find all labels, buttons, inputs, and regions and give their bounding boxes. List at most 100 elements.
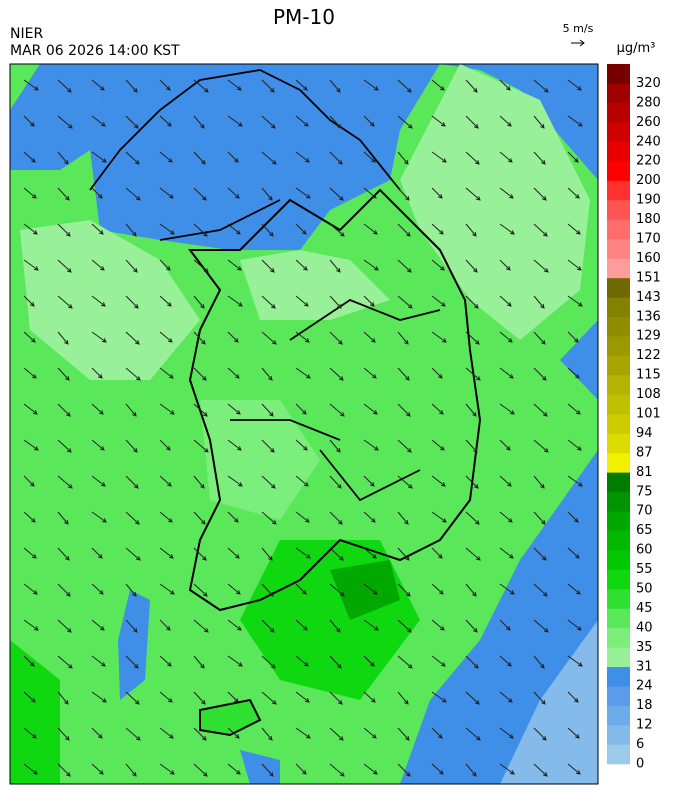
wind-arrow	[465, 619, 478, 633]
wind-arrow	[193, 187, 207, 201]
wind-arrow	[533, 259, 549, 273]
wind-arrow	[363, 79, 379, 91]
wind-arrow	[397, 691, 409, 705]
map-frame	[9, 63, 599, 785]
wind-arrow	[295, 79, 308, 91]
wind-arrow	[261, 295, 276, 309]
wind-arrow	[193, 763, 208, 777]
wind-arrow	[193, 655, 205, 669]
wind-arrow	[159, 475, 172, 487]
wind-arrow	[261, 79, 275, 93]
wind-arrow	[227, 547, 240, 559]
wind-arrow	[567, 331, 579, 343]
wind-arrow	[499, 151, 513, 163]
wind-arrow	[499, 79, 511, 91]
wind-arrow	[397, 763, 411, 777]
colorbar-segment	[607, 141, 630, 162]
wind-arrow	[567, 619, 582, 631]
colorbar-label: 122	[636, 348, 661, 363]
wind-arrow	[397, 331, 409, 345]
wind-arrow	[567, 187, 580, 199]
wind-arrow	[397, 79, 412, 93]
wind-arrow	[431, 763, 444, 775]
wind-arrow	[363, 187, 377, 199]
unit: μg/m³	[617, 41, 656, 56]
wind-arrow	[499, 259, 511, 271]
wind-arrow	[261, 439, 275, 453]
colorbar-segment	[607, 102, 630, 123]
colorbar-label: 31	[636, 659, 653, 674]
wind-arrow	[533, 547, 547, 561]
wind-arrow	[533, 583, 548, 597]
wind-arrow	[91, 115, 106, 127]
wind-arrow	[193, 259, 209, 273]
wind-arrow	[57, 331, 69, 345]
wind-arrow	[363, 763, 378, 775]
wind-arrow	[227, 295, 243, 307]
wind-arrow	[227, 763, 241, 775]
wind-arrow	[533, 79, 549, 93]
wind-arrow	[159, 547, 174, 559]
wind-arrow	[159, 223, 175, 235]
wind-arrow	[295, 331, 310, 343]
colorbar-segment	[607, 666, 630, 687]
wind-arrow	[193, 295, 205, 309]
colorbar-label: 260	[636, 115, 661, 130]
wind-arrow	[57, 79, 72, 93]
wind-arrow	[329, 547, 344, 561]
wind-arrow	[329, 295, 342, 309]
wind-arrow	[465, 403, 477, 417]
wind-arrow	[23, 115, 35, 127]
wind-arrow	[193, 727, 207, 741]
wind-arrow	[329, 691, 343, 705]
wind-arrow	[91, 223, 104, 235]
wind-arrow	[363, 655, 375, 667]
wind-scale-arrow	[571, 39, 585, 47]
colorbar-segment	[607, 277, 630, 298]
wind-arrow	[329, 511, 343, 525]
wind-arrow	[23, 583, 38, 595]
colorbar-segment	[607, 122, 630, 143]
wind-arrow	[23, 619, 39, 631]
wind-arrow	[363, 115, 375, 127]
wind-arrow	[227, 511, 239, 523]
wind-arrow	[193, 547, 207, 561]
wind-arrow	[193, 583, 208, 597]
wind-arrow	[431, 403, 444, 415]
wind-arrow	[91, 619, 105, 631]
wind-arrow	[227, 367, 240, 379]
map	[10, 64, 598, 784]
wind-arrow	[57, 547, 70, 561]
wind-arrow	[567, 151, 579, 163]
wind-arrow	[159, 439, 171, 451]
wind-arrow	[567, 763, 581, 775]
wind-arrow	[57, 763, 71, 777]
colorbar-segment	[607, 569, 630, 590]
wind-arrow	[431, 151, 447, 163]
wind-arrow	[329, 475, 342, 489]
wind-arrow	[57, 115, 73, 129]
colorbar-segment	[607, 433, 630, 454]
wind-arrow	[295, 151, 310, 163]
colorbar-segment	[607, 83, 630, 104]
wind-arrow	[159, 187, 174, 199]
wind-arrow	[57, 619, 72, 633]
wind-arrow	[125, 619, 138, 633]
wind-arrow	[295, 115, 309, 127]
wind-arrow	[295, 295, 309, 307]
wind-arrow	[23, 763, 38, 775]
colorbar-segment	[607, 375, 630, 395]
colorbar-segment	[607, 744, 630, 765]
wind-arrow	[23, 655, 35, 667]
wind-arrow	[363, 511, 376, 523]
wind-arrow	[159, 367, 174, 379]
wind-arrow	[499, 115, 512, 127]
wind-arrow	[57, 403, 71, 417]
wind-arrow	[499, 619, 511, 631]
wind-arrow	[125, 727, 141, 741]
wind-arrow	[261, 259, 275, 273]
wind-arrow	[125, 367, 141, 381]
wind-arrow	[431, 691, 447, 703]
wind-arrow	[465, 187, 481, 201]
colorbar-label: 45	[636, 601, 653, 616]
